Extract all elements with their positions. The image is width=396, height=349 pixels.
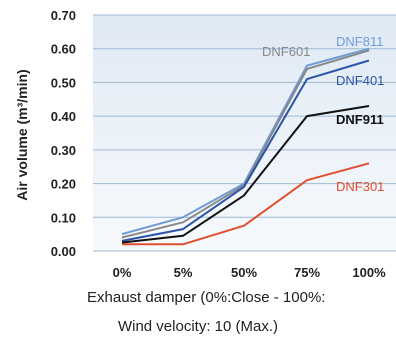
series-label-dnf401: DNF401 bbox=[336, 73, 384, 88]
x-tick-label: 75% bbox=[294, 265, 320, 280]
y-axis-title: Air volume (m³/min) bbox=[14, 69, 30, 200]
x-ticks: 0% 5% 50% 75% 100% bbox=[113, 265, 386, 280]
x-tick-label: 0% bbox=[113, 265, 132, 280]
y-tick-label: 0.70 bbox=[51, 8, 76, 23]
series-label-dnf811: DNF811 bbox=[336, 34, 383, 49]
series-line-dnf301 bbox=[122, 162, 370, 246]
series-label-dnf911: DNF911 bbox=[336, 112, 384, 127]
series-labels: DNF811 DNF601 DNF401 DNF911 DNF301 bbox=[262, 34, 384, 194]
series-lines bbox=[121, 47, 370, 246]
y-tick-label: 0.10 bbox=[51, 210, 76, 225]
series-label-dnf301: DNF301 bbox=[336, 179, 384, 194]
x-tick-label: 50% bbox=[231, 265, 257, 280]
series-line-dnf401 bbox=[121, 59, 370, 242]
plot-area bbox=[93, 15, 396, 251]
y-tick-label: 0.00 bbox=[51, 244, 76, 259]
series-line-dnf911 bbox=[121, 105, 370, 244]
x-tick-label: 100% bbox=[352, 265, 386, 280]
wind-velocity-note: Wind velocity: 10 (Max.) bbox=[117, 318, 279, 335]
x-axis-title: Exhaust damper (0%:Close - 100%: bbox=[87, 289, 325, 306]
y-ticks: 0.00 0.10 0.20 0.30 0.40 0.50 0.60 0.70 bbox=[51, 8, 76, 259]
y-tick-label: 0.40 bbox=[51, 109, 76, 124]
y-tick-label: 0.30 bbox=[51, 143, 76, 158]
y-tick-label: 0.60 bbox=[51, 42, 76, 57]
series-label-dnf601: DNF601 bbox=[262, 44, 310, 59]
y-tick-label: 0.50 bbox=[51, 75, 76, 90]
x-tick-label: 5% bbox=[174, 265, 193, 280]
chart: 0.00 0.10 0.20 0.30 0.40 0.50 0.60 0.70 0% 5% 50%… bbox=[14, 8, 396, 306]
y-tick-label: 0.20 bbox=[51, 177, 76, 192]
